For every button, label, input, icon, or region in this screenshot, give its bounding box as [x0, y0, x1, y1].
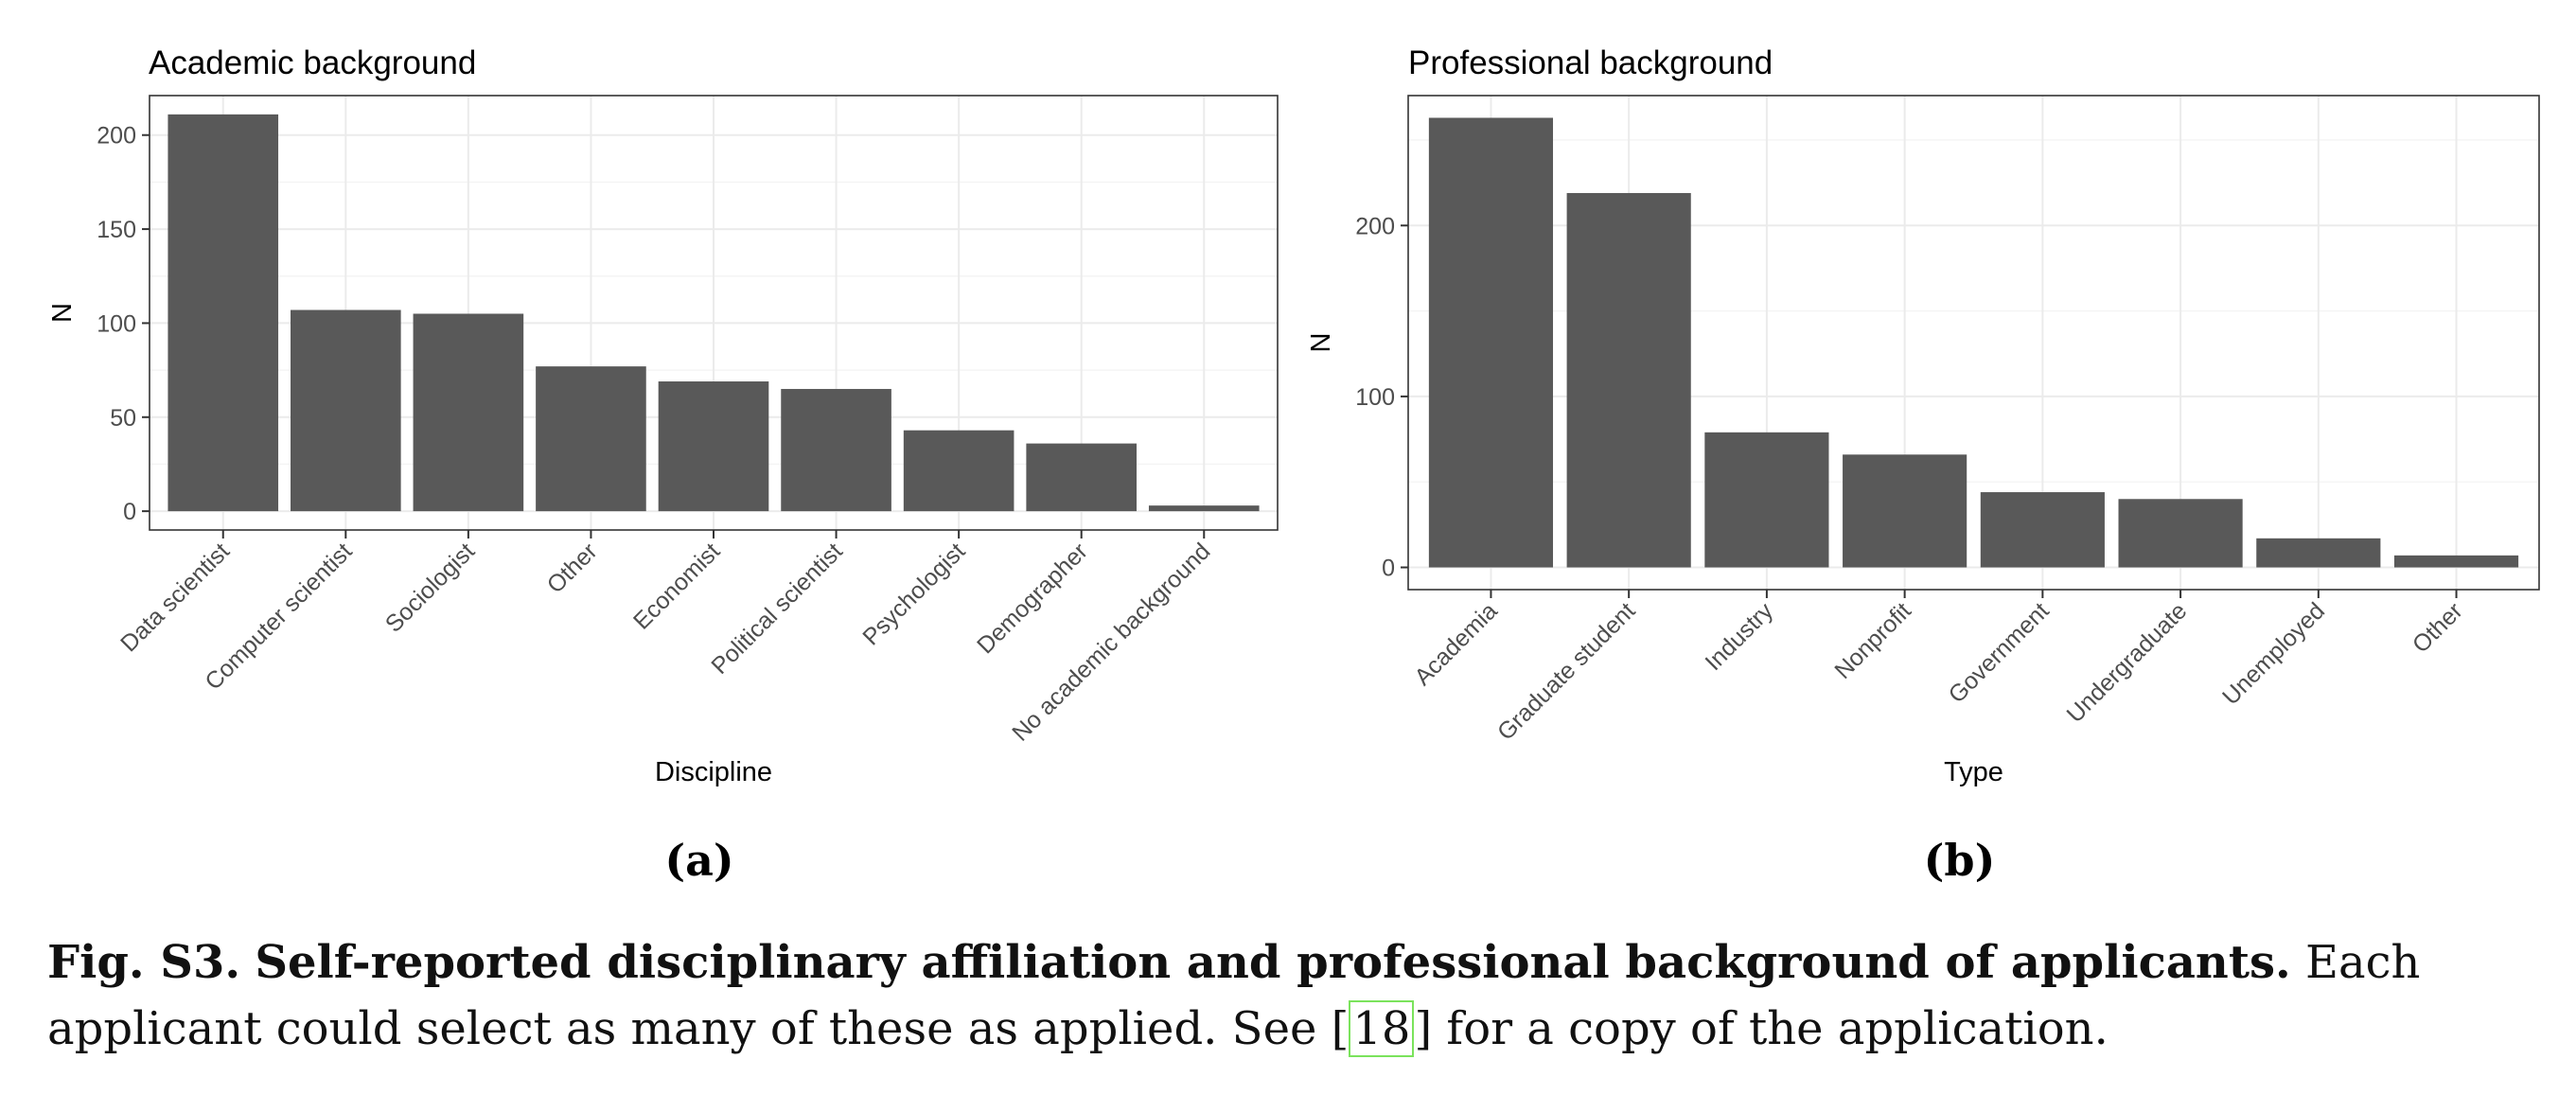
y-axis-label: N	[1306, 333, 1336, 353]
chart-title: Professional background	[1408, 44, 1773, 81]
chart-professional-background: Professional background 0 100 200 AcademiaGr…	[1306, 44, 2540, 886]
y-axis-label: N	[47, 303, 78, 323]
bar-undergraduate	[2118, 499, 2243, 568]
x-tick-label-political-scientist: Political scientist	[706, 538, 848, 680]
y-tick-label: 0	[1382, 556, 1395, 582]
x-tick-label-undergraduate: Undergraduate	[2062, 597, 2193, 728]
bar-nonprofit	[1843, 454, 1967, 568]
bar-academia	[1428, 117, 1554, 568]
x-tick-label-unemployed: Unemployed	[2217, 597, 2330, 710]
y-tick-label: 50	[110, 405, 136, 432]
x-tick-label-sociologist: Sociologist	[380, 538, 480, 637]
x-tick-label-no-academic-background: No academic background	[1007, 538, 1215, 746]
x-tick-label-psychologist: Psychologist	[857, 538, 970, 650]
y-tick-label: 0	[123, 499, 136, 525]
chart-title: Academic background	[149, 44, 476, 81]
x-tick-label-other: Other	[2408, 597, 2468, 658]
bar-demographer	[1026, 443, 1137, 512]
bar-economist	[658, 381, 769, 512]
bar-sociologist	[413, 313, 524, 512]
bar-no-academic-background	[1148, 505, 1260, 512]
caption-figure-label: Fig. S3.	[47, 936, 241, 989]
panel-border	[1407, 95, 2540, 591]
figure-caption: Fig. S3. Self-reported disciplinary affi…	[47, 929, 2536, 1062]
bar-other	[536, 366, 646, 512]
x-tick-label-demographer: Demographer	[972, 538, 1093, 659]
bar-data-scientist	[168, 114, 279, 512]
y-tick-label: 200	[1355, 213, 1395, 239]
x-tick-label-data-scientist: Data scientist	[115, 538, 235, 657]
bar-other	[2393, 555, 2519, 568]
x-tick-label-academia: Academia	[1409, 597, 1502, 690]
bar-unemployed	[2256, 538, 2381, 568]
chart-academic-background: Academic background 0 50 100 150 200 Data scie…	[47, 44, 1279, 886]
bar-government	[1980, 492, 2105, 568]
caption-title: Self-reported disciplinary affiliation a…	[255, 936, 2291, 989]
bar-computer-scientist	[291, 309, 401, 512]
x-tick-label-graduate-student: Graduate student	[1492, 597, 1640, 745]
reference-link[interactable]: 18	[1349, 1000, 1415, 1057]
caption-text-after-ref: ] for a copy of the application.	[1414, 1002, 2108, 1055]
x-tick-label-economist: Economist	[628, 538, 725, 634]
y-tick-label: 100	[1355, 384, 1395, 411]
bar-political-scientist	[781, 388, 891, 512]
x-axis-label: Discipline	[655, 757, 772, 787]
bar-graduate-student	[1566, 192, 1691, 568]
x-tick-label-government: Government	[1944, 597, 2055, 708]
y-tick-label: 100	[97, 310, 136, 337]
bar-industry	[1704, 432, 1829, 568]
bar-psychologist	[903, 430, 1015, 512]
x-tick-label-other: Other	[542, 538, 603, 598]
panel-label: (b)	[1924, 835, 1996, 886]
x-tick-label-nonprofit: Nonprofit	[1829, 597, 1916, 684]
x-axis-label: Type	[1944, 757, 2003, 787]
panel-label: (a)	[664, 835, 733, 886]
y-tick-label: 150	[97, 217, 136, 243]
caption-text-before-ref: Each applicant could select as many of t…	[47, 936, 2421, 1055]
x-tick-label-industry: Industry	[1700, 597, 1778, 676]
y-tick-label: 200	[97, 123, 136, 150]
